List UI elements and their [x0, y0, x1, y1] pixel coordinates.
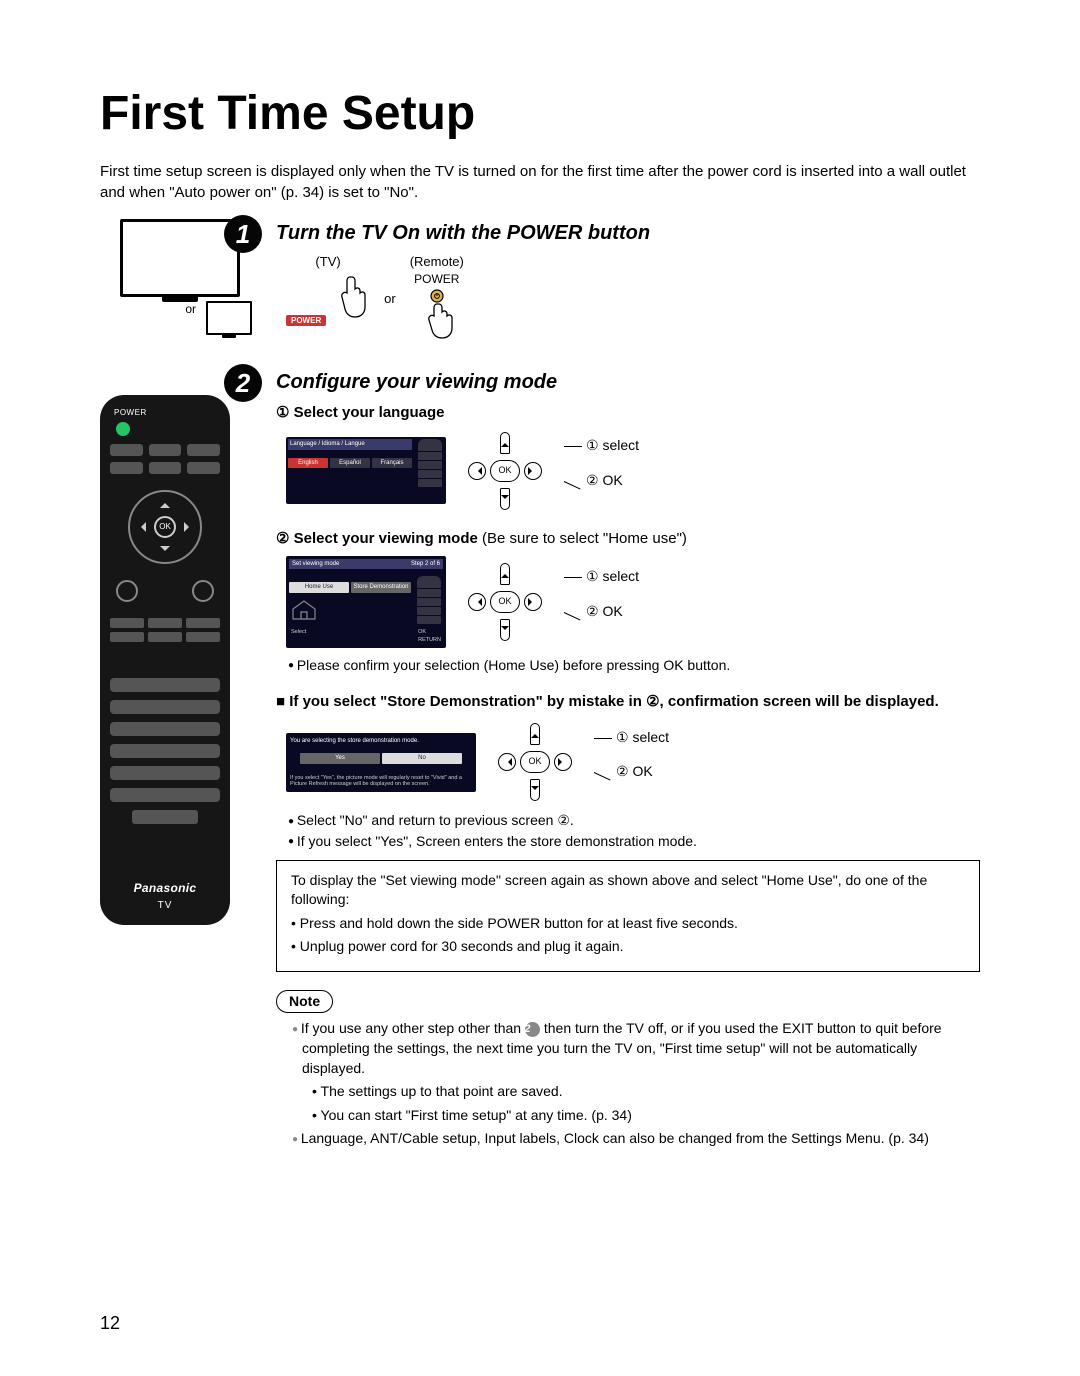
lang-tab-francais: Français	[372, 458, 412, 468]
substep-language: ① Select your language Language / Idioma…	[276, 402, 980, 512]
sub1-num: ①	[276, 405, 289, 421]
remote-power-label: POWER	[114, 407, 147, 418]
power-box-label: POWER	[286, 315, 326, 326]
box-line3: Unplug power cord for 30 seconds and plu…	[291, 937, 965, 957]
warn-line1: Select "No" and return to previous scree…	[288, 811, 980, 832]
step1-number: 1	[224, 215, 262, 253]
notes-block: If you use any other step other than 2 t…	[276, 1019, 980, 1149]
power-text: POWER	[410, 271, 464, 288]
osd-confirm-info: If you select "Yes", the picture mode wi…	[288, 773, 474, 790]
nav1-lab1-n: ①	[586, 439, 599, 454]
remote-ok-button: OK	[154, 516, 176, 538]
nav-pad-2: OK	[464, 561, 546, 643]
nav3-lab2-n: ②	[616, 765, 629, 780]
nav-pad-3: OK	[494, 721, 576, 803]
left-column: or POWER OK Panasonic	[100, 219, 260, 1171]
vm-tab-store: Store Demonstration	[351, 582, 411, 592]
nav3-lab1: select	[632, 729, 669, 745]
nav1-lab1: select	[602, 437, 639, 453]
note1-a: If you use any other step other than	[301, 1020, 525, 1036]
remote-label: (Remote)	[410, 253, 464, 271]
osd-store-confirm: You are selecting the store demonstratio…	[286, 733, 476, 792]
nav2-lab2: OK	[602, 603, 622, 619]
confirm-tab-no: No	[382, 753, 462, 763]
house-icon	[289, 599, 319, 621]
tv-label: (TV)	[286, 253, 370, 271]
step-2: 2 Configure your viewing mode ① Select y…	[276, 368, 980, 1149]
intro-text: First time setup screen is displayed onl…	[100, 161, 980, 203]
note1-b: 2	[525, 1022, 540, 1037]
nav2-lab1: select	[602, 568, 639, 584]
warn-heading: If you select "Store Demonstration" by m…	[276, 691, 980, 713]
nav-pad-1: OK	[464, 430, 546, 512]
sub2-title-b: (Be sure to select "Home use")	[482, 530, 687, 547]
osd-vm-header-r: Step 2 of 6	[411, 560, 440, 568]
tv-small-icon	[206, 301, 252, 335]
osd-vm-header-l: Set viewing mode	[292, 560, 339, 568]
box-line1: To display the "Set viewing mode" screen…	[291, 871, 965, 910]
or-label-step1: or	[384, 290, 396, 308]
nav-ok-3: OK	[520, 751, 550, 773]
confirm-tab-yes: Yes	[300, 753, 380, 763]
nav2-lab2-n: ②	[586, 605, 599, 620]
lang-tab-english: English	[288, 458, 328, 468]
hand-press-icon-2	[417, 288, 457, 340]
substep-viewing-mode: ② Select your viewing mode (Be sure to s…	[276, 528, 980, 676]
nav3-lab1-n: ①	[616, 731, 629, 746]
note-1-sub2: You can start "First time setup" at any …	[312, 1106, 980, 1126]
lang-tab-espanol: Español	[330, 458, 370, 468]
nav3-lab2: OK	[632, 763, 652, 779]
osd-vm-foot-l: Select	[291, 629, 306, 644]
note-label: Note	[276, 990, 333, 1014]
remote-illustration: POWER OK Panasonic TV	[100, 395, 230, 925]
hand-press-icon	[330, 271, 370, 323]
page-title: First Time Setup	[100, 80, 980, 147]
osd-confirm-top: You are selecting the store demonstratio…	[288, 735, 474, 747]
warn-heading-c: , confirmation screen will be displayed.	[660, 693, 939, 710]
note-2: Language, ANT/Cable setup, Input labels,…	[292, 1129, 980, 1149]
warn-heading-a: If you select "Store Demonstration" by m…	[289, 693, 646, 710]
step2-number: 2	[224, 364, 262, 402]
warn-line2: If you select "Yes", Screen enters the s…	[288, 832, 980, 852]
remote-dpad: OK	[128, 490, 202, 564]
sub1-title: Select your language	[294, 404, 445, 421]
remote-power-button	[116, 422, 130, 436]
nav1-lab2-n: ②	[586, 474, 599, 489]
nav-ok-1: OK	[490, 460, 520, 482]
warn-heading-b: ②	[646, 694, 659, 710]
warn-line1-b: ②	[557, 814, 570, 829]
remote-tv-label: TV	[158, 899, 173, 913]
sub2-num: ②	[276, 531, 289, 547]
sub2-title-a: Select your viewing mode	[294, 530, 482, 547]
tv-large-icon	[120, 219, 240, 297]
osd-viewing-mode: Set viewing mode Step 2 of 6 Home Use Sto…	[286, 556, 446, 648]
page-number: 12	[100, 1311, 980, 1336]
box-line2: Press and hold down the side POWER butto…	[291, 914, 965, 934]
nav1-lab2: OK	[602, 472, 622, 488]
note-1-sub1: The settings up to that point are saved.	[312, 1082, 980, 1102]
warn-line1-c: .	[570, 812, 574, 828]
step1-title: Turn the TV On with the POWER button	[276, 219, 980, 247]
vm-tab-home: Home Use	[289, 582, 349, 592]
or-label: or	[185, 301, 196, 318]
step2-title: Configure your viewing mode	[276, 368, 980, 396]
confirm-line: Please confirm your selection (Home Use)…	[288, 656, 980, 676]
recovery-box: To display the "Set viewing mode" screen…	[276, 860, 980, 972]
remote-brand: Panasonic	[134, 880, 197, 897]
osd-vm-foot-r: OK RETURN	[418, 629, 441, 644]
warn-line1-a: Select "No" and return to previous scree…	[297, 812, 558, 828]
nav2-lab1-n: ①	[586, 570, 599, 585]
osd-lang-header: Language / Idioma / Langue	[288, 439, 412, 449]
nav-ok-2: OK	[490, 591, 520, 613]
osd-language: Language / Idioma / Langue English Españ…	[286, 437, 446, 504]
step-1: 1 Turn the TV On with the POWER button (…	[276, 219, 980, 346]
note-1: If you use any other step other than 2 t…	[292, 1019, 980, 1078]
